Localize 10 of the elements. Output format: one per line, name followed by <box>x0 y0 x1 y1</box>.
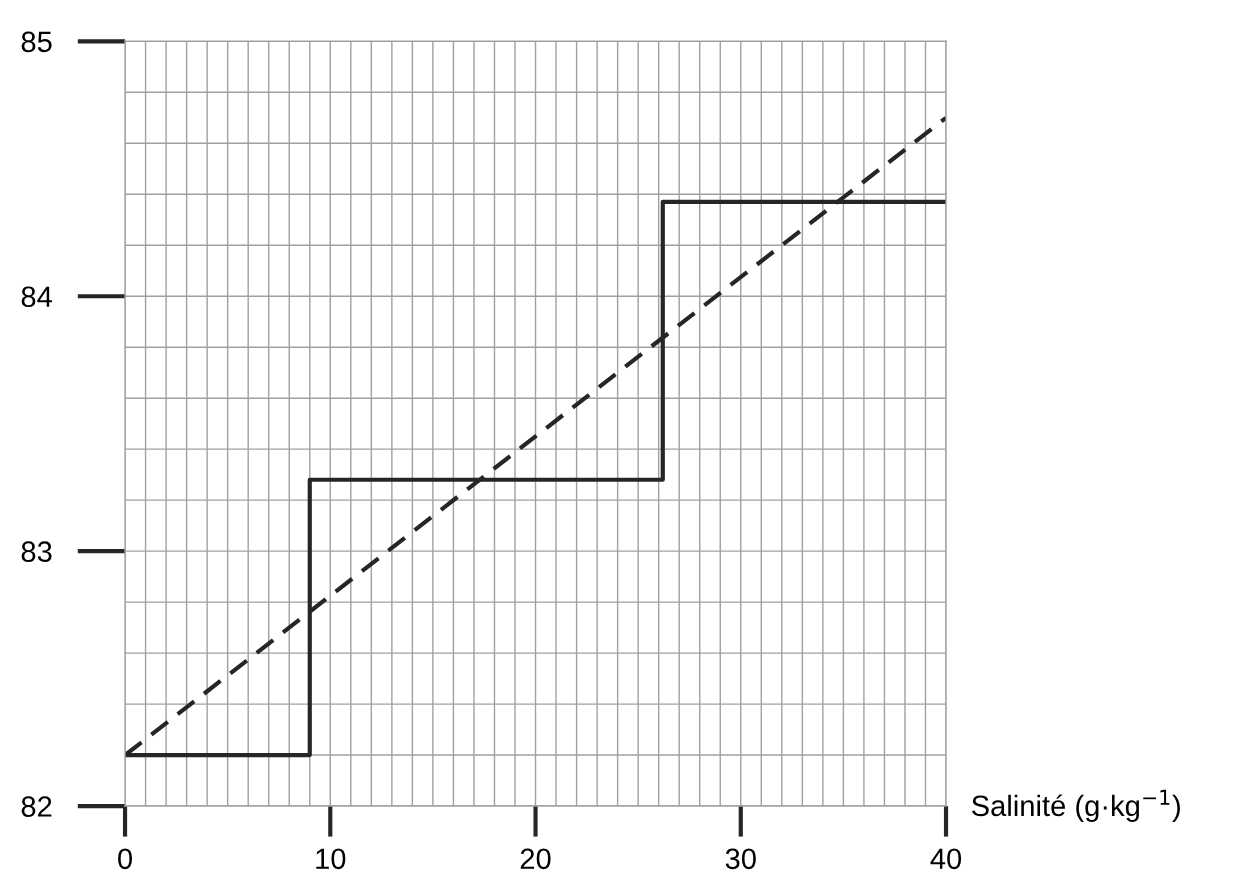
x-tick-label: 40 <box>930 848 962 870</box>
y-tick-label: 83 <box>21 541 52 562</box>
x-tick-label: 20 <box>520 848 551 870</box>
x-tick-label: 10 <box>316 848 346 870</box>
y-tick-label: 84 <box>21 286 52 308</box>
x-axis-title: Salinité (g·kg$^{−1}$) <box>971 789 1180 822</box>
x-tick-label: 30 <box>725 848 756 870</box>
y-tick-label: 82 <box>21 796 52 817</box>
x-tick-label: 0 <box>118 848 133 870</box>
y-tick-label: 85 <box>21 31 52 53</box>
